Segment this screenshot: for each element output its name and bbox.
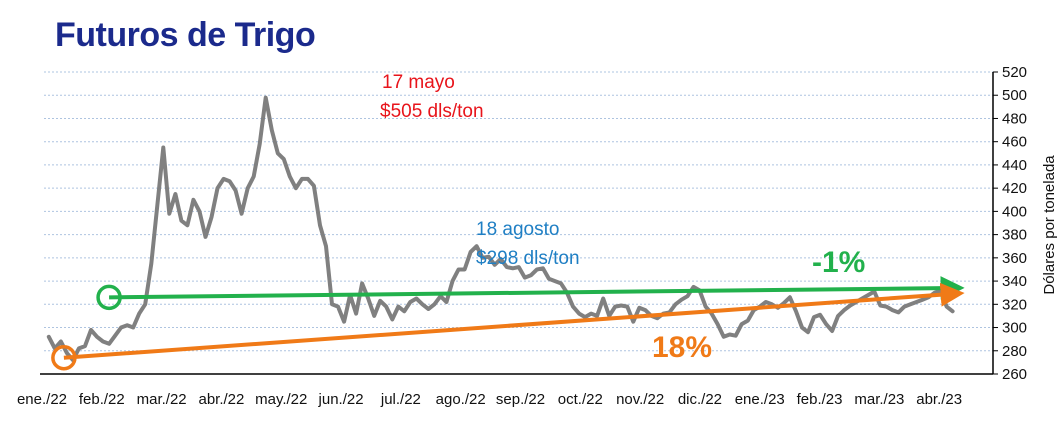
x-tick-label: abr./23: [916, 391, 962, 408]
y-tick-label: 440: [1002, 157, 1027, 174]
y-tick-label: 520: [1002, 64, 1027, 81]
peak-date-annotation: 17 mayo: [382, 72, 455, 93]
trend-start-circle: [51, 344, 77, 371]
peak-price-annotation: $505 dls/ton: [380, 101, 484, 122]
x-tick-label: mar./23: [854, 391, 904, 408]
y-tick-label: 320: [1002, 296, 1027, 313]
x-tick-label: feb./23: [797, 391, 843, 408]
y-tick-label: 500: [1002, 87, 1027, 104]
x-tick-label: abr./22: [199, 391, 245, 408]
chart-title: Futuros de Trigo: [55, 16, 316, 54]
y-tick-label: 400: [1002, 203, 1027, 220]
x-tick-label: ene./23: [735, 391, 785, 408]
y-tick-label: 460: [1002, 134, 1027, 151]
x-tick-label: ene./22: [17, 391, 67, 408]
orange-change-label: 18%: [652, 331, 712, 364]
y-tick-label: 380: [1002, 227, 1027, 244]
gridlines: [44, 71, 993, 352]
x-tick-label: sep./22: [496, 391, 545, 408]
x-tick-label: feb./22: [79, 391, 125, 408]
trendline-arrow: [63, 282, 965, 360]
trendline-arrow: [109, 276, 965, 301]
x-tick-label: dic./22: [678, 391, 722, 408]
x-axis: ene./22 feb./22 mar./22 abr./22 may./22 jun./…: [17, 373, 993, 408]
y-axis: 260 280 300 320 340 360 380 400 420 440 460 480 500 5…: [992, 64, 1027, 383]
x-tick-label: mar./22: [137, 391, 187, 408]
y-tick-label: 480: [1002, 110, 1027, 127]
price-series-line: [46, 95, 955, 363]
aug-date-annotation: 18 agosto: [476, 219, 559, 240]
trendline-layer: [51, 276, 965, 371]
x-tick-label: nov./22: [616, 391, 664, 408]
y-tick-label: 300: [1002, 320, 1027, 337]
x-tick-label: oct./22: [558, 391, 603, 408]
x-tick-label: jul./22: [380, 391, 421, 408]
trend-start-circle: [96, 284, 122, 311]
y-tick-label: 360: [1002, 250, 1027, 267]
y-tick-label: 280: [1002, 343, 1027, 360]
aug-price-annotation: $298 dls/ton: [476, 248, 580, 269]
y-tick-label: 420: [1002, 180, 1027, 197]
series-layer: [46, 95, 955, 363]
green-change-label: -1%: [812, 246, 865, 279]
y-tick-label: 260: [1002, 366, 1027, 383]
x-tick-label: jun./22: [318, 391, 364, 408]
x-tick-label: ago./22: [436, 391, 486, 408]
x-tick-label: may./22: [255, 391, 307, 408]
y-axis-label: Dólares por tonelada: [1041, 155, 1058, 295]
y-tick-label: 340: [1002, 273, 1027, 290]
